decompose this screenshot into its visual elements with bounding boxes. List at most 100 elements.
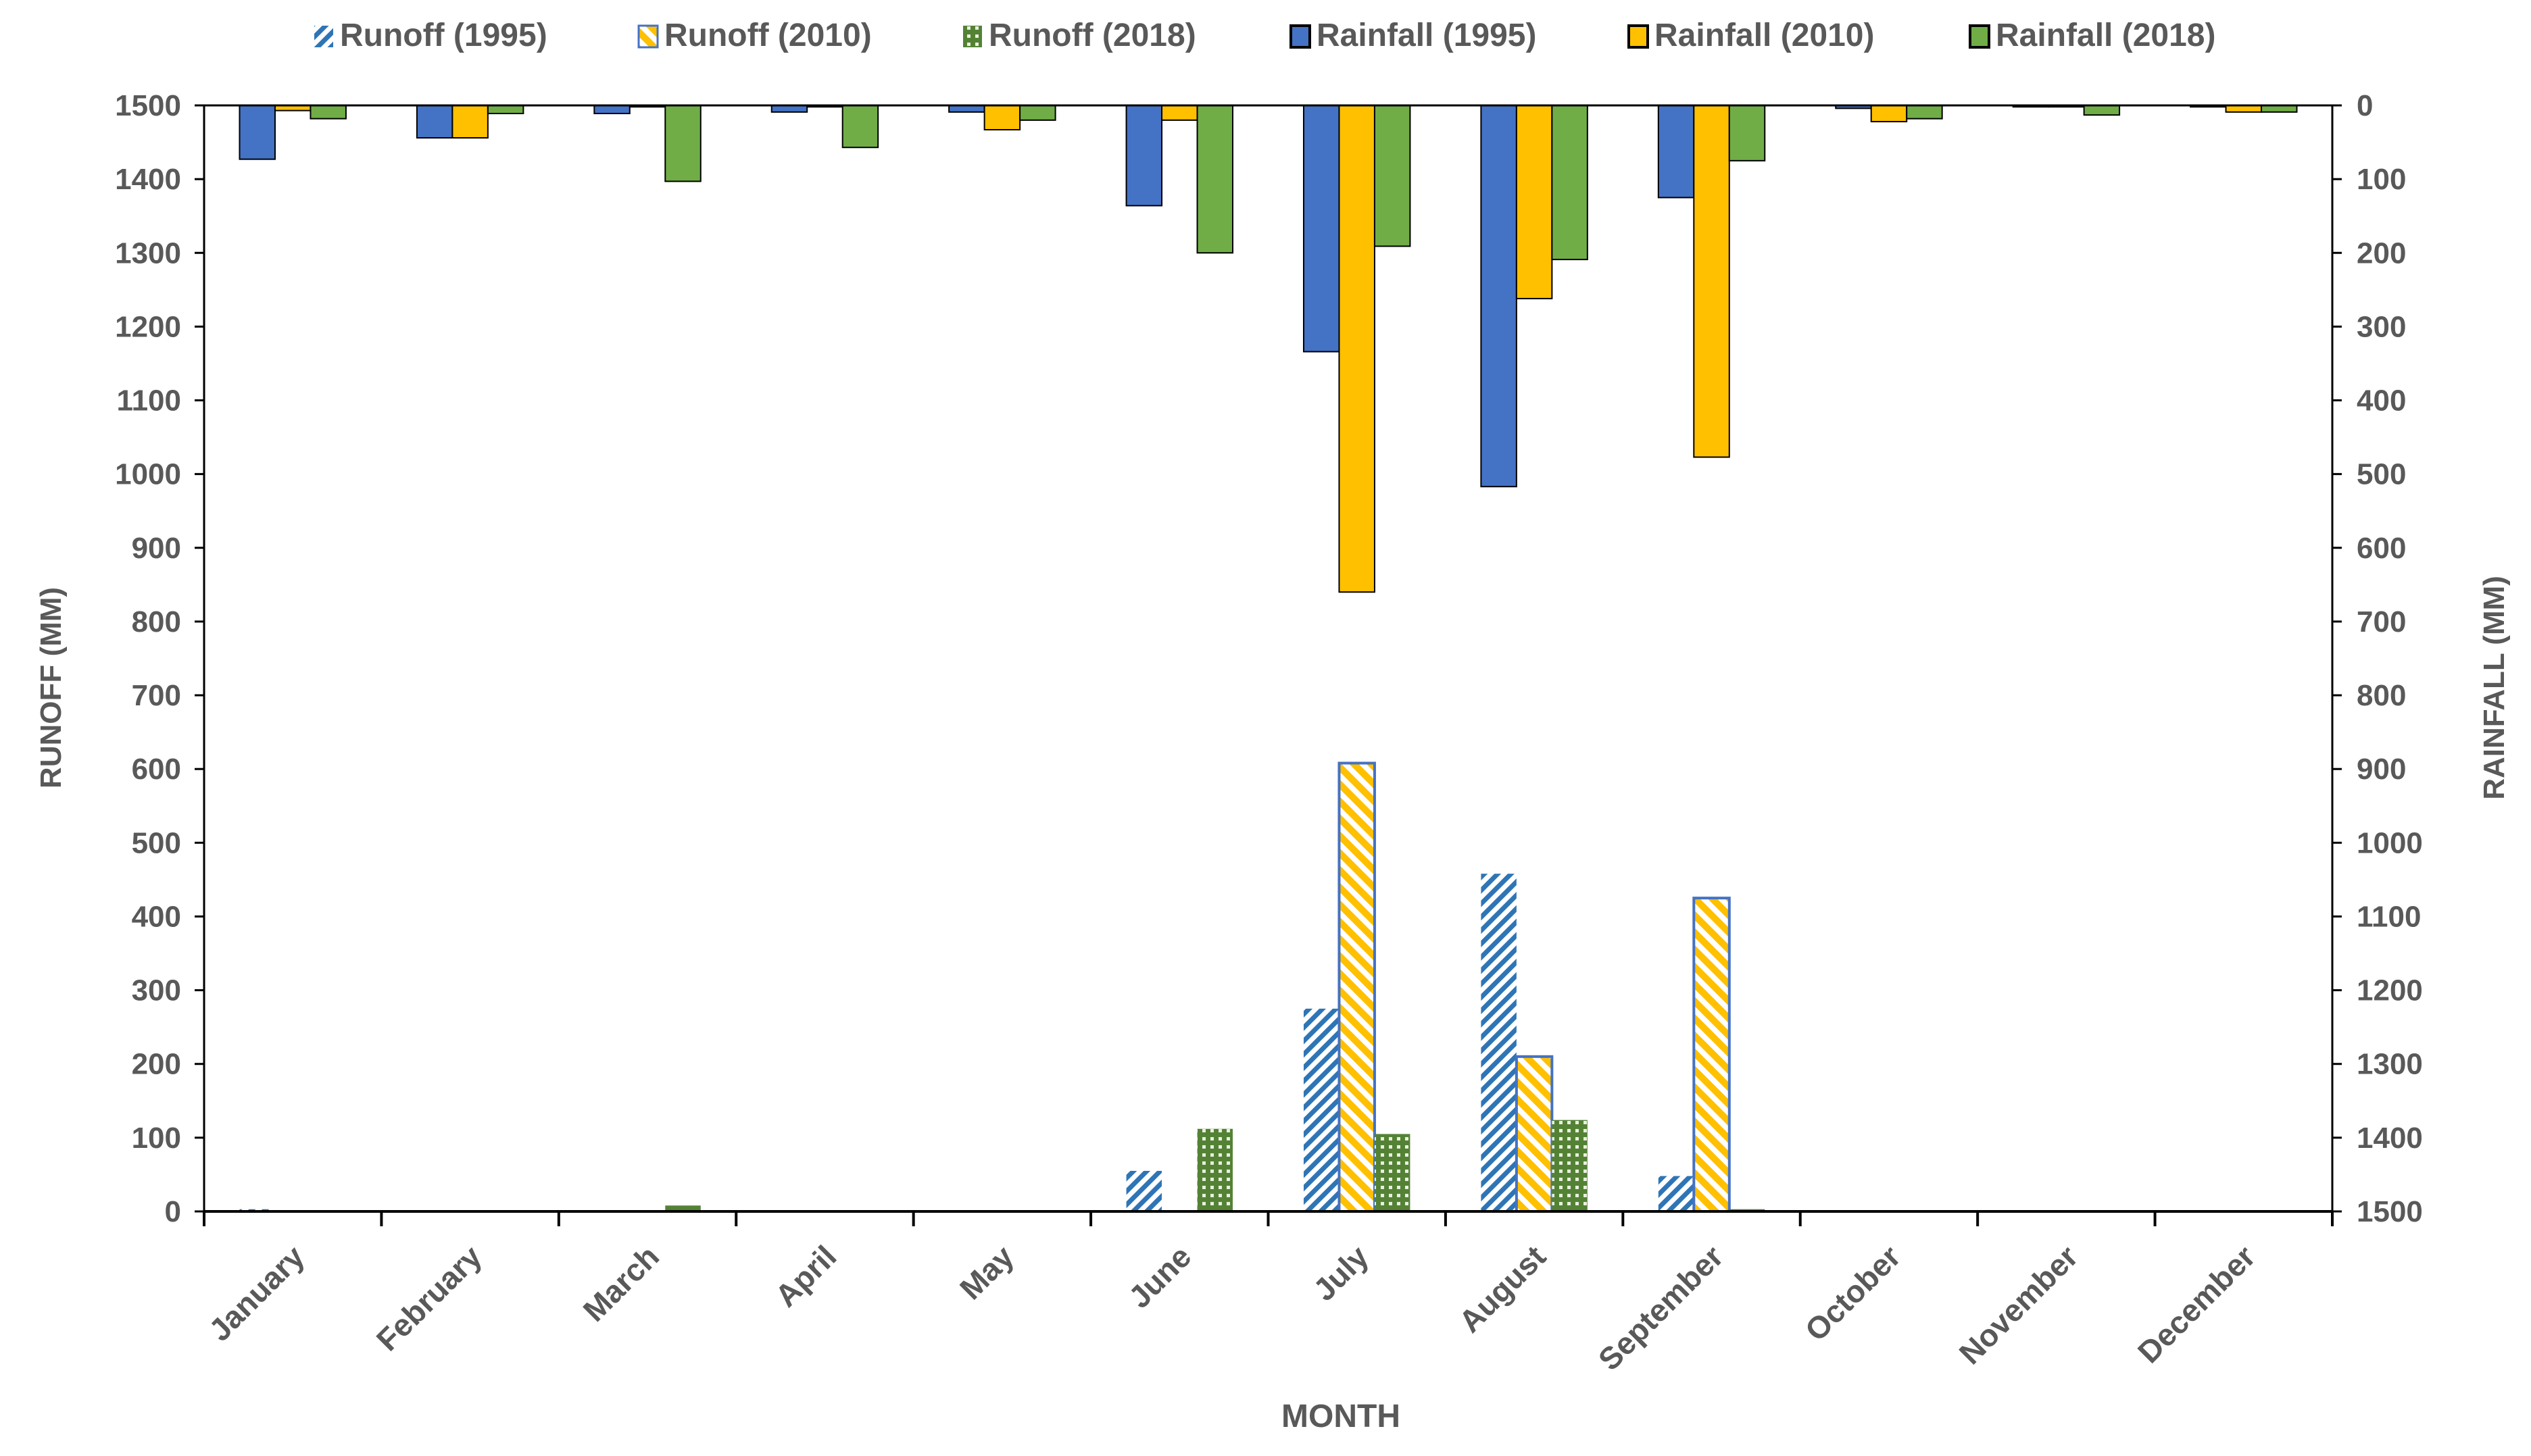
y2-tick-label: 1100 [2357, 900, 2421, 933]
legend-swatch [314, 26, 333, 47]
y-tick-label: 300 [132, 974, 181, 1007]
bar-rainfall-2010-july [1338, 105, 1375, 593]
legend-item: Rainfall (1995) [1289, 18, 1536, 53]
y2-tick-label: 300 [2357, 310, 2406, 343]
axes: 0100200300400500600700800900100011001200… [115, 89, 2423, 1377]
bar-rainfall-1995-march [593, 105, 631, 115]
bar-runoff-2018-march [665, 1205, 701, 1211]
bar-rainfall-2018-april [841, 105, 879, 149]
y-tick-label: 1000 [115, 458, 181, 491]
x-tick-label: December [2131, 1238, 2262, 1370]
bar-runoff-1995-june [1126, 1170, 1162, 1211]
bar-rainfall-1995-july [1302, 105, 1340, 353]
y-tick-label: 200 [132, 1048, 181, 1081]
bar-rainfall-2010-october [1870, 105, 1908, 123]
y-tick-label: 1400 [115, 163, 181, 196]
bar-runoff-1995-august [1481, 874, 1517, 1211]
bar-rainfall-2018-september [1728, 105, 1766, 161]
y2-tick-label: 700 [2357, 605, 2406, 638]
legend-swatch [637, 24, 659, 49]
x-tick-label: September [1592, 1238, 1730, 1377]
y2-tick-label: 1300 [2357, 1048, 2423, 1081]
bar-runoff-2018-august [1552, 1120, 1588, 1211]
legend-label: Rainfall (2018) [1996, 18, 2215, 53]
bar-runoff-2010-september [1692, 897, 1731, 1213]
legend-label: Runoff (2018) [989, 18, 1196, 53]
x-tick-label: April [768, 1238, 843, 1313]
legend-item: Rainfall (2018) [1969, 18, 2215, 53]
bar-runoff-1995-july [1303, 1008, 1340, 1211]
y-tick-label: 1100 [117, 384, 181, 418]
x-tick-label: February [370, 1238, 489, 1357]
y-tick-label: 600 [132, 753, 181, 786]
legend-item: Runoff (1995) [314, 18, 547, 53]
y-tick-label: 0 [165, 1195, 181, 1228]
bar-rainfall-2010-august [1515, 105, 1553, 299]
y2-tick-label: 800 [2357, 679, 2406, 712]
x-axis-title: MONTH [1281, 1399, 1400, 1434]
legend-label: Rainfall (1995) [1317, 18, 1536, 53]
bar-runoff-2010-july [1337, 761, 1376, 1213]
legend-label: Rainfall (2010) [1654, 18, 1874, 53]
bar-rainfall-2018-february [487, 105, 524, 115]
bar-rainfall-2018-november [2083, 105, 2121, 116]
x-tick-label: June [1122, 1238, 1198, 1315]
x-tick-label: March [576, 1238, 666, 1328]
y2-tick-label: 1000 [2357, 826, 2423, 859]
bar-rainfall-1995-september [1657, 105, 1695, 199]
y2-tick-label: 900 [2357, 753, 2406, 786]
y2-tick-label: 400 [2357, 384, 2406, 418]
y-tick-label: 900 [132, 532, 181, 565]
bar-rainfall-2010-june [1161, 105, 1198, 121]
legend-swatch [1627, 24, 1649, 49]
bar-rainfall-2010-may [983, 105, 1021, 131]
x-tick-label: November [1952, 1238, 2085, 1371]
y2-tick-label: 0 [2357, 89, 2373, 122]
legend-swatch [1969, 24, 1990, 49]
legend-label: Runoff (2010) [664, 18, 872, 53]
bar-runoff-1995-september [1658, 1176, 1694, 1211]
bar-runoff-2018-july [1374, 1134, 1410, 1211]
bar-rainfall-1995-february [416, 105, 453, 139]
bar-rainfall-2018-october [1906, 105, 1943, 120]
bar-runoff-2018-june [1197, 1128, 1233, 1211]
y-tick-label: 800 [132, 605, 181, 638]
legend-swatch [1289, 24, 1311, 49]
bars [239, 105, 2298, 1213]
y2-axis-title: RAINFALL (MM) [2478, 576, 2511, 800]
bar-rainfall-2010-february [451, 105, 489, 139]
bar-rainfall-2018-june [1196, 105, 1234, 254]
legend-item: Rainfall (2010) [1627, 18, 1874, 53]
legend-swatch [963, 26, 982, 47]
x-tick-label: October [1798, 1238, 1908, 1348]
y2-tick-label: 200 [2357, 236, 2406, 270]
bar-rainfall-2018-march [664, 105, 702, 182]
bar-rainfall-1995-june [1125, 105, 1163, 207]
y2-tick-label: 500 [2357, 458, 2406, 491]
y-tick-label: 100 [132, 1122, 181, 1155]
bar-rainfall-2010-september [1693, 105, 1730, 458]
y2-tick-label: 1400 [2357, 1122, 2423, 1155]
bar-rainfall-2018-january [310, 105, 347, 120]
y-tick-label: 500 [132, 826, 181, 859]
legend-item: Runoff (2018) [963, 18, 1196, 53]
y-tick-label: 400 [132, 900, 181, 933]
x-tick-label: January [202, 1238, 312, 1348]
y-tick-label: 1300 [115, 236, 181, 270]
y2-tick-label: 1500 [2357, 1195, 2423, 1228]
y-tick-label: 1200 [115, 310, 181, 343]
legend: Runoff (1995) Runoff (2010) Runoff (2018) R… [314, 18, 2215, 53]
x-tick-label: May [953, 1238, 1021, 1306]
y-axis-title: RUNOFF (MM) [34, 587, 68, 788]
bar-runoff-2010-august [1515, 1055, 1554, 1213]
legend-label: Runoff (1995) [340, 18, 547, 53]
y-tick-label: 700 [132, 679, 181, 712]
bar-rainfall-1995-january [239, 105, 276, 160]
bar-rainfall-2018-august [1551, 105, 1588, 261]
legend-item: Runoff (2010) [637, 18, 872, 53]
y2-tick-label: 100 [2357, 163, 2406, 196]
x-tick-label: August [1452, 1238, 1552, 1339]
y2-tick-label: 1200 [2357, 974, 2423, 1007]
y-tick-label: 1500 [115, 89, 181, 122]
